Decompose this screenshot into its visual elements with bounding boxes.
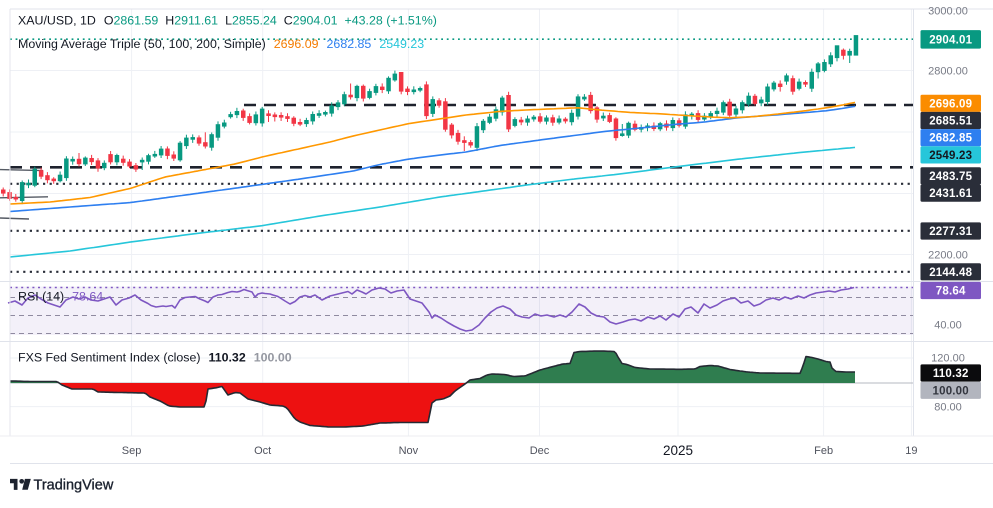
svg-text:Dec: Dec (530, 445, 550, 457)
svg-text:Oct: Oct (254, 445, 271, 457)
svg-text:2904.01: 2904.01 (929, 34, 972, 46)
svg-text:80.00: 80.00 (934, 402, 962, 414)
svg-text:Feb: Feb (814, 445, 833, 457)
svg-text:FXS Fed Sentiment Index (close: FXS Fed Sentiment Index (close) 110.32 100… (18, 351, 292, 365)
svg-text:2549.23: 2549.23 (929, 150, 972, 162)
svg-text:RSI (14)78.64: RSI (14) 78.64 (18, 290, 103, 304)
svg-text:2277.31: 2277.31 (929, 226, 972, 238)
svg-text:40.00: 40.00 (934, 320, 962, 332)
svg-text:3000.00: 3000.00 (928, 6, 968, 18)
svg-text:2483.75: 2483.75 (929, 171, 972, 183)
svg-text:TradingView: TradingView (34, 477, 114, 493)
svg-text:Nov: Nov (399, 445, 419, 457)
svg-text:110.32: 110.32 (933, 368, 969, 380)
svg-text:2025: 2025 (663, 443, 693, 458)
svg-text:100.00: 100.00 (933, 385, 969, 397)
svg-text:2144.48: 2144.48 (929, 267, 972, 279)
svg-text:2200.00: 2200.00 (928, 250, 968, 262)
svg-text:2800.00: 2800.00 (928, 66, 968, 78)
svg-text:2685.51: 2685.51 (929, 116, 972, 128)
svg-text:Moving Average Triple (50, 100: Moving Average Triple (50, 100, 200, Sim… (18, 37, 424, 51)
svg-text:2682.85: 2682.85 (929, 133, 972, 145)
svg-text:2696.09: 2696.09 (929, 98, 972, 110)
svg-text:2431.61: 2431.61 (929, 188, 972, 200)
svg-text:120.00: 120.00 (931, 353, 965, 365)
svg-text:78.64: 78.64 (936, 286, 966, 298)
svg-text:19: 19 (905, 445, 917, 457)
svg-text:Sep: Sep (122, 445, 142, 457)
